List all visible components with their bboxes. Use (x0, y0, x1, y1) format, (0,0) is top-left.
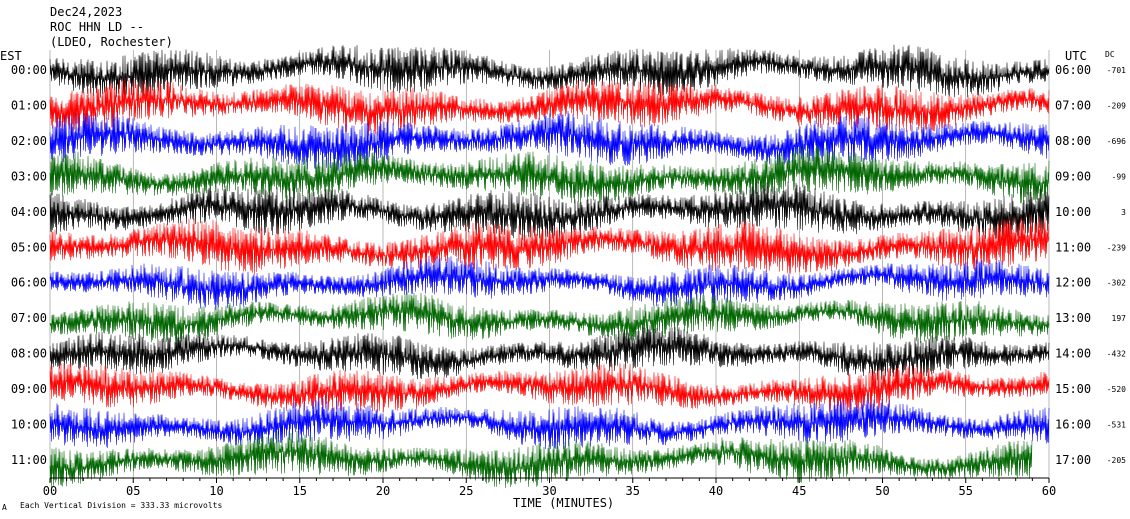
dc-offset-label: -239 (1107, 243, 1126, 252)
x-tick-label: 45 (792, 484, 806, 498)
trace-row-0600 (49, 255, 1050, 310)
trace-row-0000 (49, 44, 1050, 100)
dc-offset-label: -696 (1107, 137, 1126, 146)
station-label: ROC HHN LD -- (50, 20, 144, 34)
est-hour-label: 00:00 (11, 63, 47, 77)
est-hour-label: 07:00 (11, 311, 47, 325)
x-tick-label: 35 (626, 484, 640, 498)
dc-offset-label: -531 (1107, 421, 1126, 430)
est-hour-label: 02:00 (11, 134, 47, 148)
trace-row-0800 (49, 325, 1050, 382)
x-tick-label: 50 (875, 484, 889, 498)
trace-row-0700 (49, 291, 1050, 345)
est-hour-label: 01:00 (11, 98, 47, 112)
dc-offset-label: -302 (1107, 279, 1126, 288)
dc-offset-label: 3 (1121, 208, 1126, 217)
utc-hour-label: 16:00 (1055, 418, 1091, 432)
x-tick-label: 20 (376, 484, 390, 498)
x-tick-label: 25 (459, 484, 473, 498)
est-hour-label: 10:00 (11, 418, 47, 432)
utc-hour-label: 09:00 (1055, 169, 1091, 183)
date-label: Dec24,2023 (50, 5, 122, 19)
est-hour-label: 06:00 (11, 276, 47, 290)
dc-offset-label: -99 (1112, 172, 1127, 181)
dc-offset-label: -205 (1107, 456, 1126, 465)
est-hour-label: 09:00 (11, 382, 47, 396)
dc-offset-label: -520 (1107, 385, 1126, 394)
est-hour-label: 11:00 (11, 453, 47, 467)
utc-hour-label: 17:00 (1055, 453, 1091, 467)
x-tick-label: 55 (959, 484, 973, 498)
dc-offset-label: -209 (1107, 101, 1126, 110)
dc-offset-label: 197 (1112, 314, 1127, 323)
x-tick-label: 10 (209, 484, 223, 498)
utc-hour-label: 14:00 (1055, 347, 1091, 361)
trace-row-0400 (49, 181, 1050, 242)
left-timezone-label: EST (0, 49, 22, 63)
est-hour-label: 05:00 (11, 240, 47, 254)
utc-hour-label: 10:00 (1055, 205, 1091, 219)
corner-mark: A (2, 503, 7, 512)
trace-row-1100 (49, 430, 1033, 489)
x-tick-label: 60 (1042, 484, 1056, 498)
dc-offset-label: -701 (1107, 66, 1126, 75)
right-timezone-label: UTC (1065, 49, 1087, 63)
trace-row-0500 (49, 214, 1050, 275)
trace-row-0200 (49, 110, 1050, 172)
network-label: (LDEO, Rochester) (50, 35, 173, 49)
x-axis-ticks: 00 05 10 15 20 25 30 35 40 45 50 55 60 (43, 478, 1056, 498)
est-hour-label: 08:00 (11, 347, 47, 361)
row-labels: 00:00 06:00 -701 01:00 07:00 -209 02:00 08:00 -6… (11, 63, 1126, 467)
est-hour-label: 03:00 (11, 169, 47, 183)
x-tick-label: 00 (43, 484, 57, 498)
x-tick-label: 05 (126, 484, 140, 498)
trace-row-0100 (49, 78, 1050, 136)
x-tick-label: 40 (709, 484, 723, 498)
dc-offset-label: -432 (1107, 350, 1126, 359)
x-tick-label: 30 (542, 484, 556, 498)
trace-row-0300 (49, 144, 1050, 205)
utc-hour-label: 13:00 (1055, 311, 1091, 325)
est-hour-label: 04:00 (11, 205, 47, 219)
trace-row-0900 (49, 362, 1050, 414)
utc-hour-label: 15:00 (1055, 382, 1091, 396)
utc-hour-label: 11:00 (1055, 240, 1091, 254)
utc-hour-label: 08:00 (1055, 134, 1091, 148)
utc-hour-label: 07:00 (1055, 98, 1091, 112)
scale-note: Each Vertical Division = 333.33 microvol… (20, 501, 222, 510)
trace-row-1000 (49, 397, 1050, 450)
utc-hour-label: 12:00 (1055, 276, 1091, 290)
x-tick-label: 15 (293, 484, 307, 498)
utc-hour-label: 06:00 (1055, 63, 1091, 77)
x-axis-title: TIME (MINUTES) (513, 496, 614, 510)
seismic-traces (49, 44, 1050, 489)
dc-column-label: DC (1105, 50, 1115, 59)
